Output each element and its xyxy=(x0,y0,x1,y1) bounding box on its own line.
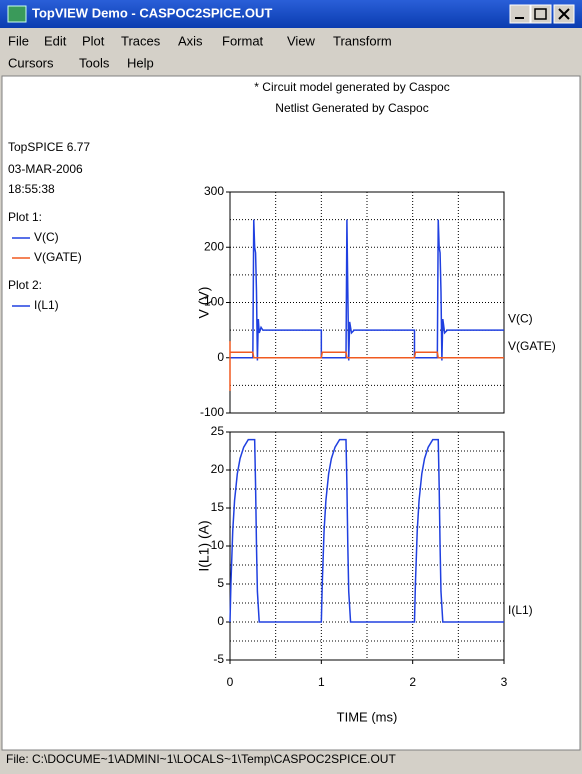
menu-item[interactable]: Traces xyxy=(121,33,161,48)
maximize-icon xyxy=(534,8,547,20)
close-icon xyxy=(558,8,570,20)
menu-item[interactable]: View xyxy=(287,33,316,48)
menu-item[interactable]: Plot xyxy=(82,33,105,48)
window-buttons xyxy=(509,4,575,24)
window-title: TopVIEW Demo - CASPOC2SPICE.OUT xyxy=(32,5,272,20)
menu-item[interactable]: Cursors xyxy=(8,55,54,70)
menu-item[interactable]: Tools xyxy=(79,55,110,70)
app-icon xyxy=(7,5,27,23)
legend-label: I(L1) xyxy=(34,298,59,312)
plot-heading: Plot 2: xyxy=(8,278,42,292)
series-line xyxy=(230,219,504,361)
menu-item[interactable]: Format xyxy=(222,33,264,48)
x-tick-label: 1 xyxy=(318,675,325,689)
menu-item[interactable]: Transform xyxy=(333,33,392,48)
y-tick-label: 5 xyxy=(217,576,224,590)
menu-item[interactable]: Edit xyxy=(44,33,67,48)
y-tick-label: 300 xyxy=(204,184,224,198)
y-tick-label: 20 xyxy=(211,462,225,476)
note: * Circuit model generated by Caspoc xyxy=(254,80,449,94)
title-bar xyxy=(0,0,582,28)
x-tick-label: 3 xyxy=(501,675,508,689)
y-tick-label: 25 xyxy=(211,424,225,438)
date: 03-MAR-2006 xyxy=(8,162,83,176)
plot-heading: Plot 1: xyxy=(8,210,42,224)
version: TopSPICE 6.77 xyxy=(8,140,90,154)
y-tick-label: 0 xyxy=(217,614,224,628)
y-tick-label: 0 xyxy=(217,350,224,364)
series-line xyxy=(229,341,504,391)
legend-label: V(C) xyxy=(34,230,59,244)
y-axis-label: I(L1) (A) xyxy=(196,520,212,571)
series-end-label: I(L1) xyxy=(508,603,533,617)
minimize-button[interactable] xyxy=(509,4,531,24)
menu-item[interactable]: Help xyxy=(127,55,154,70)
y-tick-label: 10 xyxy=(211,538,225,552)
y-tick-label: -100 xyxy=(200,405,224,419)
series-end-label: V(C) xyxy=(508,311,533,325)
time: 18:55:38 xyxy=(8,182,55,196)
footer: File: C:\DOCUME~1\ADMINI~1\LOCALS~1\Temp… xyxy=(6,752,396,766)
maximize-button[interactable] xyxy=(530,4,552,24)
x-tick-label: 0 xyxy=(227,675,234,689)
y-tick-label: 200 xyxy=(204,239,224,253)
legend-label: V(GATE) xyxy=(34,250,82,264)
y-tick-label: -5 xyxy=(213,652,224,666)
x-axis-label: TIME (ms) xyxy=(337,709,398,724)
y-axis-label: V (V) xyxy=(196,287,212,319)
note: Netlist Generated by Caspoc xyxy=(275,101,428,115)
y-tick-label: 100 xyxy=(204,295,224,309)
series-end-label: V(GATE) xyxy=(508,339,556,353)
y-tick-label: 15 xyxy=(211,500,225,514)
menu-item[interactable]: Axis xyxy=(178,33,203,48)
series-line xyxy=(229,438,504,623)
x-tick-label: 2 xyxy=(409,675,416,689)
menu-item[interactable]: File xyxy=(8,33,29,48)
